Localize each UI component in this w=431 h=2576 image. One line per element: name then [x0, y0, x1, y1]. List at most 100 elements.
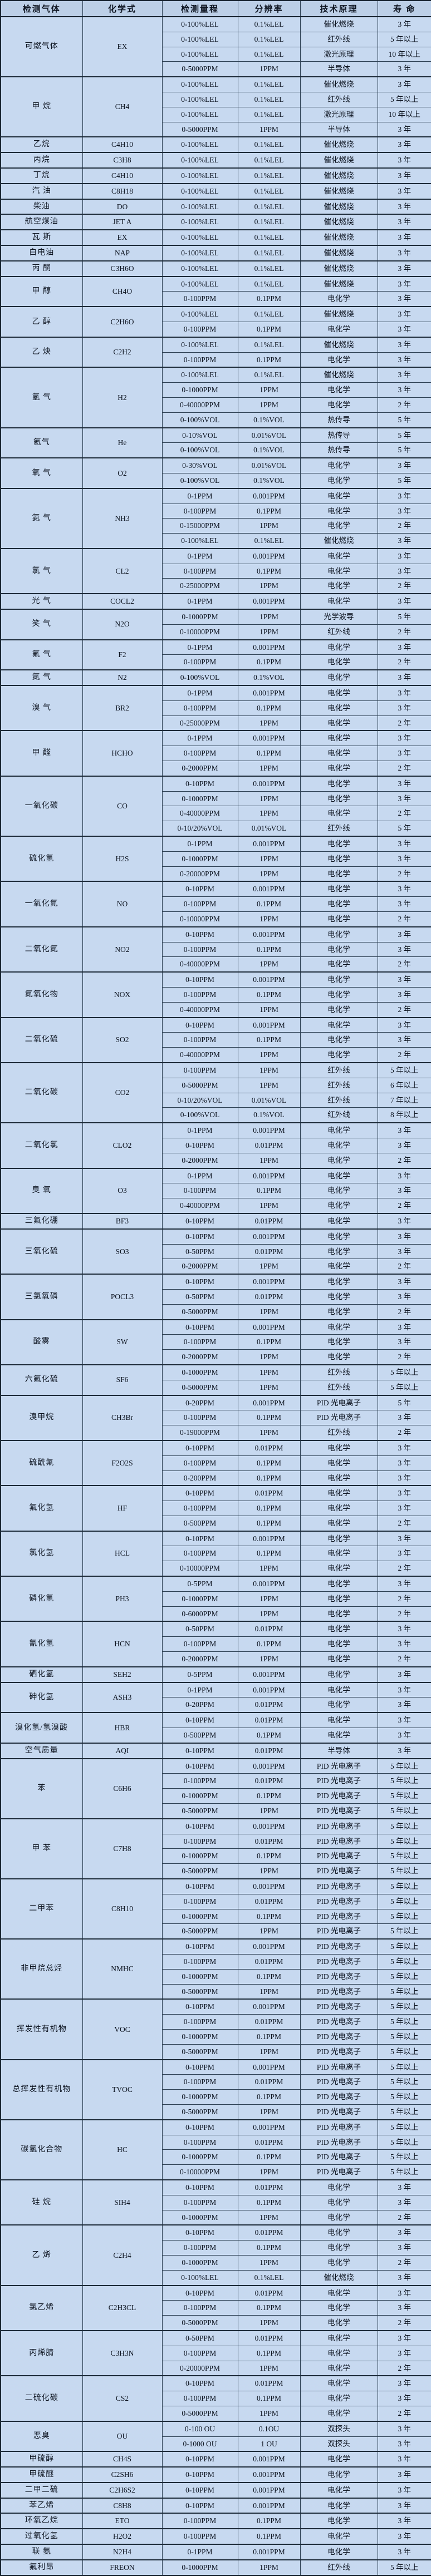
range-cell: 0-2000PPM [161, 1152, 238, 1169]
gas-name-cell: 砷化氢 [0, 1681, 83, 1713]
range-cell: 0-100PPM [161, 2014, 238, 2030]
range-cell: 0-5PPM [161, 1666, 238, 1683]
range-cell: 0-200PPM [161, 1470, 238, 1486]
table-row: 0-10000PPM 1PPM 红外线 2 年 [1, 624, 431, 640]
range-cell: 0-10PPM [161, 1016, 238, 1033]
gas-name-cell: 一氧化碳 [0, 775, 83, 837]
range-cell: 0-1000PPM [161, 609, 238, 625]
resolution-cell: 0.1PPM [237, 1546, 301, 1562]
range-cell: 0-10PPM [161, 1998, 238, 2015]
resolution-cell: 0.1PPM [237, 563, 301, 579]
resolution-cell: 1PPM [237, 2044, 301, 2060]
range-cell: 0-10PPM [161, 881, 238, 897]
resolution-cell: 0.01PPM [237, 2134, 301, 2150]
resolution-cell: 0.1%LEL [237, 306, 301, 322]
principle-cell: 电化学 [300, 1470, 378, 1486]
lifespan-cell: 2 年 [377, 2405, 431, 2422]
resolution-cell: 0.001PPM [237, 1228, 301, 1245]
lifespan-cell: 3 年 [377, 244, 431, 261]
resolution-cell: 0.01PPM [237, 1712, 301, 1729]
resolution-cell: 0.1%LEL [237, 91, 301, 107]
formula-cell: H2 [82, 367, 163, 428]
range-cell: 0-100%LEL [161, 136, 238, 153]
resolution-cell: 0.1%LEL [237, 106, 301, 122]
resolution-cell: 0.1%LEL [237, 167, 301, 184]
range-cell: 0-10PPM [161, 2179, 238, 2195]
lifespan-cell: 2 年 [377, 2315, 431, 2331]
lifespan-cell: 5 年以上 [377, 1379, 431, 1396]
range-cell: 0-10PPM [161, 2375, 238, 2392]
principle-cell: PID 光电离子 [300, 1908, 378, 1924]
formula-cell: EX [82, 229, 163, 246]
range-cell: 0-10PPM [161, 1137, 238, 1153]
lifespan-cell: 3 年 [377, 275, 431, 292]
column-header: 化学式 [82, 0, 163, 17]
resolution-cell: 0.1PPM [237, 2528, 301, 2545]
range-cell: 0-5000PPM [161, 1983, 238, 2000]
range-cell: 0-20000PPM [161, 866, 238, 882]
range-cell: 0-100PPM [161, 1773, 238, 1789]
formula-cell: ASH3 [82, 1681, 163, 1713]
range-cell: 0-100%LEL [161, 336, 238, 353]
formula-cell: C2SH6 [82, 2466, 163, 2483]
table-row: 氮 气 N2 0-100%VOL 0.1%VOL 电化学 3 年 [0, 669, 431, 686]
table-row: 氨 气 NH3 0-1PPM 0.001PPM 电化学 3 年 [0, 487, 431, 549]
formula-cell: C8H8 [82, 2497, 163, 2514]
formula-cell: NMHC [82, 1938, 163, 2000]
range-cell: 0-5000PPM [161, 1379, 238, 1396]
formula-cell: CH4S [82, 2451, 163, 2468]
table-row: 0-5000PPM 1PPM 电化学 2 年 [1, 1304, 431, 1320]
formula-cell: CH4O [82, 275, 163, 307]
principle-cell: 催化燃烧 [300, 198, 378, 215]
principle-cell: 电化学 [300, 2300, 378, 2316]
range-cell: 0-50PPM [161, 1621, 238, 1637]
table-row: 磷化氢 PH3 0-5PPM 0.001PPM 电化学 3 年 [0, 1576, 431, 1622]
table-row: 氢 气 H2 0-100%LEL 0.1%LEL 催化燃烧 3 年 [0, 367, 431, 428]
range-cell: 0-40000PPM [161, 397, 238, 413]
principle-cell: 电化学 [300, 2194, 378, 2210]
gas-name-cell: 二硫化碳 [0, 2375, 83, 2422]
lifespan-cell: 3 年 [377, 1621, 431, 1637]
resolution-cell: 1PPM [237, 2254, 301, 2271]
table-row: 0-5000PPM 1PPM PID 光电离子 5 年以上 [1, 1923, 431, 1940]
principle-cell: 红外线 [300, 1379, 378, 1396]
principle-cell: PID 光电离子 [300, 1968, 378, 1985]
formula-cell: ETO [82, 2513, 163, 2529]
gas-name-cell: 可燃气体 [0, 16, 83, 77]
lifespan-cell: 3 年 [377, 685, 431, 701]
resolution-cell: 0.1PPM [237, 896, 301, 912]
principle-cell: 电化学 [300, 1122, 378, 1138]
gas-name-cell: 二甲苯 [0, 1878, 83, 1940]
lifespan-cell: 3 年 [377, 136, 431, 153]
formula-cell: FREON [82, 2559, 163, 2576]
principle-cell: 电化学 [300, 941, 378, 958]
resolution-cell: 0.1PPM [237, 700, 301, 716]
table-row: 0-100%LEL 0.1%LEL 红外线 5 年以上 [1, 31, 431, 47]
lifespan-cell: 3 年 [377, 1455, 431, 1471]
range-cell: 0-100PPM [161, 654, 238, 670]
lifespan-cell: 5 年以上 [377, 1062, 431, 1078]
lifespan-cell: 3 年 [377, 1742, 431, 1759]
resolution-cell: 0.001PPM [237, 730, 301, 747]
formula-cell: HCN [82, 1621, 163, 1667]
lifespan-cell: 5 年以上 [377, 1364, 431, 1380]
range-cell: 0-100PPM [161, 563, 238, 579]
table-row: 0-100PPM 0.1PPM 电化学 3 年 [1, 987, 431, 1003]
table-row: 0-100PPM 0.01PPM PID 光电离子 5 年以上 [1, 2014, 431, 2030]
range-cell: 0-10PPM [161, 1212, 238, 1230]
range-cell: 0-100%LEL [161, 214, 238, 230]
principle-cell: 电化学 [300, 593, 378, 610]
formula-cell: CLO2 [82, 1122, 163, 1169]
range-cell: 0-1PPM [161, 593, 238, 610]
table-row: 氧 气 O2 0-30%VOL 0.01%VOL 电化学 3 年 [0, 457, 431, 489]
range-cell: 0-5000PPM [161, 1923, 238, 1940]
table-row: 0-100PPM 0.01PPM PID 光电离子 5 年以上 [1, 2134, 431, 2150]
lifespan-cell: 3 年 [377, 382, 431, 398]
range-cell: 0-1000PPM [161, 2149, 238, 2165]
lifespan-cell: 3 年 [377, 457, 431, 473]
principle-cell: 催化燃烧 [300, 336, 378, 353]
principle-cell: 电化学 [300, 2224, 378, 2241]
principle-cell: 电化学 [300, 291, 378, 307]
gas-name-cell: 氰化氢 [0, 1621, 83, 1667]
gas-name-cell: 空气质量 [0, 1742, 83, 1759]
